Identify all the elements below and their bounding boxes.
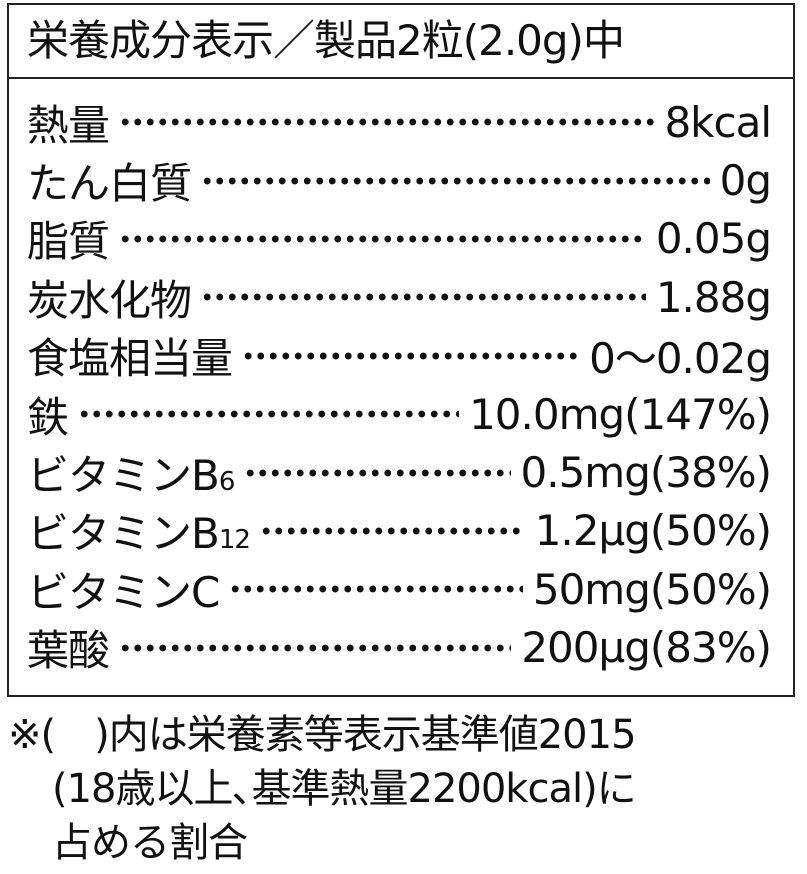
nutrient-label: ビタミンB12: [27, 500, 251, 561]
nutrition-facts-table: 栄養成分表示／製品2粒(2.0g)中 熱量 8kcal たん白質 0g 脂質 0.05g 炭…: [7, 3, 795, 697]
nutrient-name: たん白質: [27, 159, 192, 209]
dot-leader: [119, 118, 655, 127]
nutrition-rows: 熱量 8kcal たん白質 0g 脂質 0.05g 炭水化物 1.88g 食塩相当量 0～0.02…: [27, 92, 772, 678]
nutrient-label: 葉酸: [27, 617, 110, 678]
nutrient-subscript: 12: [218, 525, 251, 556]
dot-leader: [119, 234, 646, 243]
nutrient-value: 50mg(50%): [532, 564, 772, 614]
nutrient-row: ビタミンB12 1.2μg(50%): [27, 500, 772, 561]
dot-leader: [229, 585, 523, 594]
dot-leader: [259, 526, 525, 535]
nutrient-row: ビタミンB6 0.5mg(38%): [27, 442, 772, 503]
nutrient-row: 葉酸 200μg(83%): [27, 617, 772, 678]
nutrient-value: 0～0.02g: [589, 334, 772, 384]
nutrient-value: 1.88g: [655, 272, 772, 322]
nutrient-subscript: 6: [218, 467, 236, 498]
nutrient-name: 熱量: [27, 100, 110, 150]
footnote: ※( )内は栄養素等表示基準値2015 (18歳以上､基準熱量2200kcal)…: [8, 708, 637, 870]
nutrient-label: 鉄: [27, 384, 69, 445]
nutrient-label: ビタミンB6: [27, 442, 236, 503]
nutrient-row: たん白質 0g: [27, 150, 772, 211]
nutrient-label: 炭水化物: [27, 267, 192, 328]
footnote-line-1: ※( )内は栄養素等表示基準値2015: [8, 712, 637, 758]
nutrient-value: 200μg(83%): [521, 623, 772, 673]
nutrient-row: 鉄 10.0mg(147%): [27, 384, 772, 445]
nutrient-value: 0.5mg(38%): [520, 448, 772, 498]
nutrient-label: たん白質: [27, 150, 192, 211]
footnote-line-3: 占める割合: [52, 820, 248, 866]
nutrient-value: 0.05g: [655, 214, 772, 264]
nutrient-label: 食塩相当量: [27, 325, 233, 386]
nutrient-row: 食塩相当量 0～0.02g: [27, 325, 772, 386]
nutrient-name: 食塩相当量: [27, 334, 233, 384]
nutrient-value: 10.0mg(147%): [469, 389, 772, 439]
nutrient-name: ビタミンC: [27, 567, 220, 617]
nutrient-value: 8kcal: [664, 97, 772, 147]
dot-leader: [242, 351, 580, 360]
nutrient-label: 脂質: [27, 208, 110, 269]
nutrient-row: 熱量 8kcal: [27, 92, 772, 153]
nutrient-row: 脂質 0.05g: [27, 208, 772, 269]
nutrient-name: ビタミンB: [27, 509, 220, 559]
table-title: 栄養成分表示／製品2粒(2.0g)中: [9, 5, 793, 79]
dot-leader: [244, 468, 511, 477]
nutrient-value: 0g: [719, 156, 772, 206]
nutrient-name: 炭水化物: [27, 275, 192, 325]
nutrient-row: ビタミンC 50mg(50%): [27, 559, 772, 620]
dot-leader: [78, 410, 460, 419]
nutrient-row: 炭水化物 1.88g: [27, 267, 772, 328]
footnote-line-2: (18歳以上､基準熱量2200kcal)に: [52, 766, 637, 812]
nutrient-name: 脂質: [27, 217, 110, 267]
nutrient-value: 1.2μg(50%): [534, 506, 772, 556]
nutrient-name: 鉄: [27, 392, 69, 442]
nutrient-label: 熱量: [27, 92, 110, 153]
dot-leader: [201, 176, 710, 185]
dot-leader: [119, 643, 512, 652]
dot-leader: [201, 293, 646, 302]
nutrient-name: 葉酸: [27, 626, 110, 676]
nutrient-name: ビタミンB: [27, 451, 220, 501]
nutrient-label: ビタミンC: [27, 559, 220, 620]
